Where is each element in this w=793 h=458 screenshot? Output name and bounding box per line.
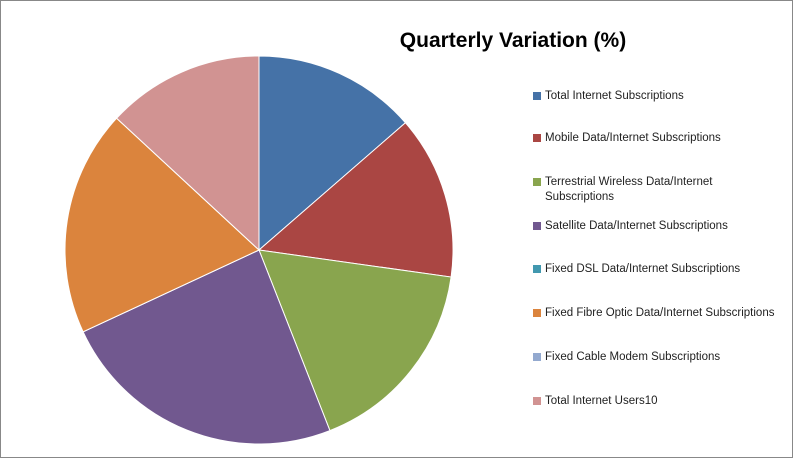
legend-label: Fixed Cable Modem Subscriptions [545, 351, 721, 363]
legend-label: Terrestrial Wireless Data/Internet Subsc… [545, 176, 713, 203]
pie-slice [82, 249, 331, 445]
legend-label: Fixed DSL Data/Internet Subscriptions [545, 263, 741, 275]
legend-swatch [533, 134, 541, 142]
chart-title: Quarterly Variation (%) [399, 29, 627, 52]
legend-label: Fixed Fibre Optic Data/Internet Subscrip… [545, 307, 775, 319]
legend-swatch [533, 353, 541, 361]
legend-item: Total Internet Users10 [533, 394, 658, 409]
legend-swatch [533, 265, 541, 273]
pie-slice [257, 122, 454, 278]
legend-label: Mobile Data/Internet Subscriptions [545, 132, 721, 144]
legend-label: Total Internet Subscriptions [545, 90, 684, 102]
legend-swatch [533, 397, 541, 405]
legend-item: Total Internet Subscriptions [533, 89, 684, 104]
legend-item: Fixed Cable Modem Subscriptions [533, 350, 720, 365]
legend-label: Total Internet Users10 [545, 395, 658, 407]
legend-item: Fixed Fibre Optic Data/Internet Subscrip… [533, 306, 774, 321]
pie-slice [258, 249, 452, 432]
pie-slice [115, 55, 260, 252]
pie-slice [258, 55, 407, 252]
legend-swatch [533, 309, 541, 317]
legend-item: Mobile Data/Internet Subscriptions [533, 131, 721, 146]
legend-item: Satellite Data/Internet Subscriptions [533, 219, 728, 234]
legend-swatch [533, 92, 541, 100]
legend-swatch [533, 178, 541, 186]
legend-item: Fixed DSL Data/Internet Subscriptions [533, 262, 740, 277]
legend-item: Terrestrial Wireless Data/Internet Subsc… [533, 175, 733, 205]
legend-label: Satellite Data/Internet Subscriptions [545, 220, 728, 232]
pie-slice [64, 117, 260, 333]
legend-swatch [533, 222, 541, 230]
